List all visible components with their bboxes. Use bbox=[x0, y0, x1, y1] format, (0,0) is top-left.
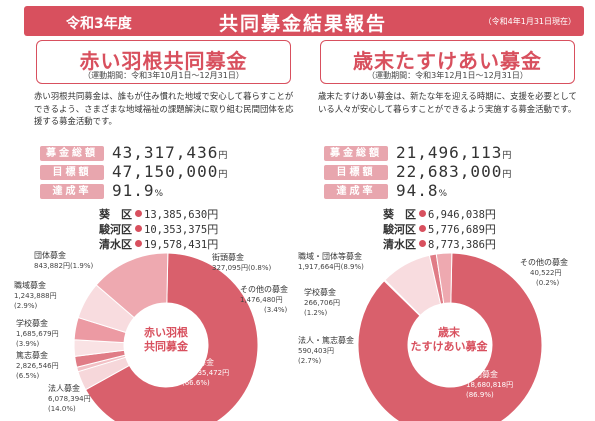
ward-row: 葵 区 6,946,038円 bbox=[374, 206, 496, 221]
donut-segment bbox=[435, 252, 453, 305]
segment-label-corporate: 法人募金 6,078,394円 (14.0%) bbox=[48, 384, 91, 413]
ward-name: 葵 区 bbox=[383, 208, 416, 221]
stat-label: 募金総額 bbox=[40, 146, 104, 161]
stat-value: 47,150,000 bbox=[112, 162, 219, 181]
stat-target: 目標額 47,150,000円 bbox=[40, 162, 290, 181]
ward-unit: 円 bbox=[484, 223, 496, 236]
stat-label: 目標額 bbox=[324, 165, 388, 180]
ward-unit: 円 bbox=[484, 238, 496, 251]
ward-value: 19,578,431 bbox=[144, 239, 208, 251]
bullet-dot bbox=[135, 225, 142, 232]
campaign-name: 歳末たすけあい募金 bbox=[353, 49, 542, 73]
segment-label-street: 街頭募金 327,095円(0.8%) bbox=[212, 253, 272, 272]
bullet-dot bbox=[135, 210, 142, 217]
ward-value: 6,946,038 bbox=[428, 209, 485, 221]
ward-unit: 円 bbox=[207, 238, 219, 251]
campaign-description: 赤い羽根共同募金は、誰もが住み慣れた地域で安心して暮らすことができるよう、さまざ… bbox=[34, 91, 294, 126]
fiscal-year: 令和3年度 bbox=[66, 16, 132, 32]
campaign-description: 歳末たすけあい募金は、新たな年を迎える時期に、支援を必要としている人々が安心して… bbox=[318, 91, 577, 114]
donut-center-label: 赤い羽根 共同募金 bbox=[144, 326, 188, 353]
ward-name: 駿河区 bbox=[383, 223, 416, 236]
campaign-period: （運動期間：令和3年12月1日〜12月31日） bbox=[367, 71, 528, 80]
stat-unit: % bbox=[438, 189, 449, 199]
left-donut-chart bbox=[73, 252, 259, 421]
stat-unit: 円 bbox=[502, 151, 513, 161]
stat-rate: 達成率 91.9% bbox=[40, 181, 290, 200]
ward-value: 8,773,386 bbox=[428, 239, 485, 251]
ward-value: 10,353,375 bbox=[144, 224, 208, 236]
bullet-dot bbox=[419, 240, 426, 247]
stat-value: 43,317,436 bbox=[112, 143, 219, 162]
segment-label-corp-donor: 法人・篤志募金 590,403円 (2.7%) bbox=[298, 336, 354, 365]
stat-unit: % bbox=[154, 189, 165, 199]
donut-segment bbox=[84, 252, 259, 421]
segment-label-donor: 篤志募金 2,826,546円 (6.5%) bbox=[16, 351, 59, 380]
stat-value: 22,683,000 bbox=[396, 162, 503, 181]
year-end-panel: 歳末たすけあい募金 （運動期間：令和3年12月1日〜12月31日） 歳末たすけあ… bbox=[298, 40, 582, 421]
segment-label-group: 団体募金 843,882円(1.9%) bbox=[34, 251, 94, 270]
stat-value: 91.9 bbox=[112, 181, 155, 200]
panel-title-box: 歳末たすけあい募金 （運動期間：令和3年12月1日〜12月31日） bbox=[320, 40, 575, 84]
segment-label-other: その他の募金 40,522円 (0.2%) bbox=[520, 258, 568, 287]
stat-value: 94.8 bbox=[396, 181, 439, 200]
segment-label-school: 学校募金 266,706円 (1.2%) bbox=[304, 288, 340, 317]
red-feather-panel: 赤い羽根共同募金 （運動期間：令和3年10月1日〜12月31日） 赤い羽根共同募… bbox=[14, 40, 298, 421]
as-of-date: （令和4年1月31日現在） bbox=[483, 17, 576, 26]
segment-label-household: 戸別募金 28,835,472円 (66.6%) bbox=[182, 358, 230, 387]
bullet-dot bbox=[419, 210, 426, 217]
stat-rate: 達成率 94.8% bbox=[324, 181, 574, 200]
segment-label-household: 戸別募金 18,680,818円 (86.9%) bbox=[466, 370, 514, 399]
campaign-period: （運動期間：令和3年10月1日〜12月31日） bbox=[83, 71, 244, 80]
donut-segment bbox=[95, 252, 169, 319]
stat-label: 達成率 bbox=[324, 184, 388, 199]
stat-unit: 円 bbox=[502, 170, 513, 180]
ward-value: 5,776,689 bbox=[428, 224, 485, 236]
stat-unit: 円 bbox=[218, 170, 229, 180]
donut-center-label: 歳末 たすけあい募金 bbox=[410, 326, 488, 353]
stat-unit: 円 bbox=[218, 151, 229, 161]
stat-total: 募金総額 43,317,436円 bbox=[40, 143, 290, 162]
segment-label-other: その他の募金 1,476,480円 (3.4%) bbox=[240, 285, 288, 314]
ward-unit: 円 bbox=[207, 208, 219, 221]
segment-label-workplace: 職域募金 1,243,888円 (2.9%) bbox=[14, 281, 57, 310]
ward-row: 清水区 19,578,431円 bbox=[90, 236, 219, 251]
ward-name: 駿河区 bbox=[99, 223, 132, 236]
stat-target: 目標額 22,683,000円 bbox=[324, 162, 574, 181]
ward-unit: 円 bbox=[484, 208, 496, 221]
stat-label: 達成率 bbox=[40, 184, 104, 199]
stat-value: 21,496,113 bbox=[396, 143, 503, 162]
ward-row: 駿河区 10,353,375円 bbox=[90, 221, 219, 236]
page-title: 共同募金結果報告 bbox=[219, 13, 388, 35]
segment-label-workplace-group: 職域・団体等募金 1,917,664円(8.9%) bbox=[298, 252, 364, 271]
segment-label-school: 学校募金 1,685,679円 (3.9%) bbox=[16, 319, 59, 348]
ward-name: 葵 区 bbox=[99, 208, 132, 221]
ward-row: 駿河区 5,776,689円 bbox=[374, 221, 496, 236]
ward-unit: 円 bbox=[207, 223, 219, 236]
page-header: 令和3年度 共同募金結果報告 （令和4年1月31日現在） bbox=[24, 6, 584, 36]
panel-title-box: 赤い羽根共同募金 （運動期間：令和3年10月1日〜12月31日） bbox=[36, 40, 291, 84]
ward-name: 清水区 bbox=[383, 238, 416, 251]
right-donut-chart bbox=[357, 252, 543, 421]
ward-row: 清水区 8,773,386円 bbox=[374, 236, 496, 251]
stat-label: 目標額 bbox=[40, 165, 104, 180]
bullet-dot bbox=[135, 240, 142, 247]
stat-total: 募金総額 21,496,113円 bbox=[324, 143, 574, 162]
ward-value: 13,385,630 bbox=[144, 209, 208, 221]
stat-label: 募金総額 bbox=[324, 146, 388, 161]
donut-segment bbox=[357, 252, 543, 421]
campaign-name: 赤い羽根共同募金 bbox=[79, 49, 248, 73]
bullet-dot bbox=[419, 225, 426, 232]
ward-name: 清水区 bbox=[99, 238, 132, 251]
ward-row: 葵 区 13,385,630円 bbox=[90, 206, 219, 221]
